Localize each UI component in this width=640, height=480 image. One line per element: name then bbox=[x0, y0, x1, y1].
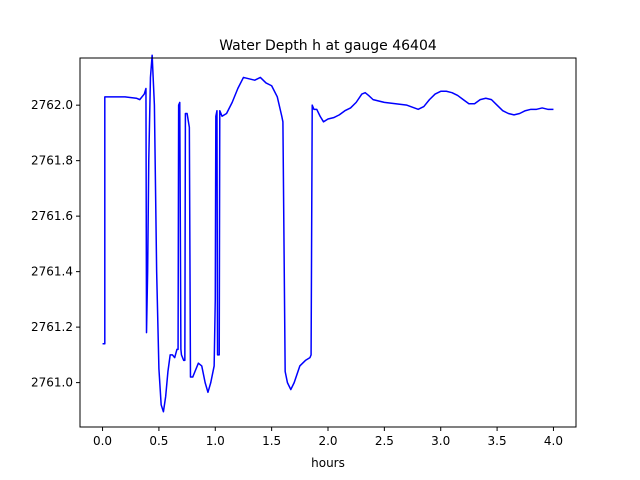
x-tick-label: 1.5 bbox=[262, 434, 281, 448]
x-tick-label: 2.0 bbox=[318, 434, 337, 448]
y-tick-label: 2761.8 bbox=[31, 154, 73, 168]
y-tick-label: 2761.6 bbox=[31, 209, 73, 223]
x-tick-label: 3.5 bbox=[488, 434, 507, 448]
x-tick-label: 2.5 bbox=[375, 434, 394, 448]
y-axis: 2761.0 2761.2 2761.4 2761.6 2761.8 2762.0 bbox=[31, 98, 80, 390]
y-tick-label: 2761.0 bbox=[31, 376, 73, 390]
x-tick-label: 1.0 bbox=[206, 434, 225, 448]
x-axis-label: hours bbox=[311, 456, 345, 470]
y-tick-label: 2761.4 bbox=[31, 265, 73, 279]
y-tick-label: 2761.2 bbox=[31, 320, 73, 334]
series-line bbox=[102, 54, 554, 413]
x-axis: 0.0 0.5 1.0 1.5 2.0 2.5 3.0 3.5 4.0 bbox=[93, 427, 563, 448]
x-tick-label: 0.5 bbox=[149, 434, 168, 448]
y-tick-label: 2762.0 bbox=[31, 98, 73, 112]
chart-title: Water Depth h at gauge 46404 bbox=[219, 38, 437, 54]
x-tick-label: 0.0 bbox=[93, 434, 112, 448]
x-tick-label: 3.0 bbox=[431, 434, 450, 448]
x-tick-label: 4.0 bbox=[544, 434, 563, 448]
